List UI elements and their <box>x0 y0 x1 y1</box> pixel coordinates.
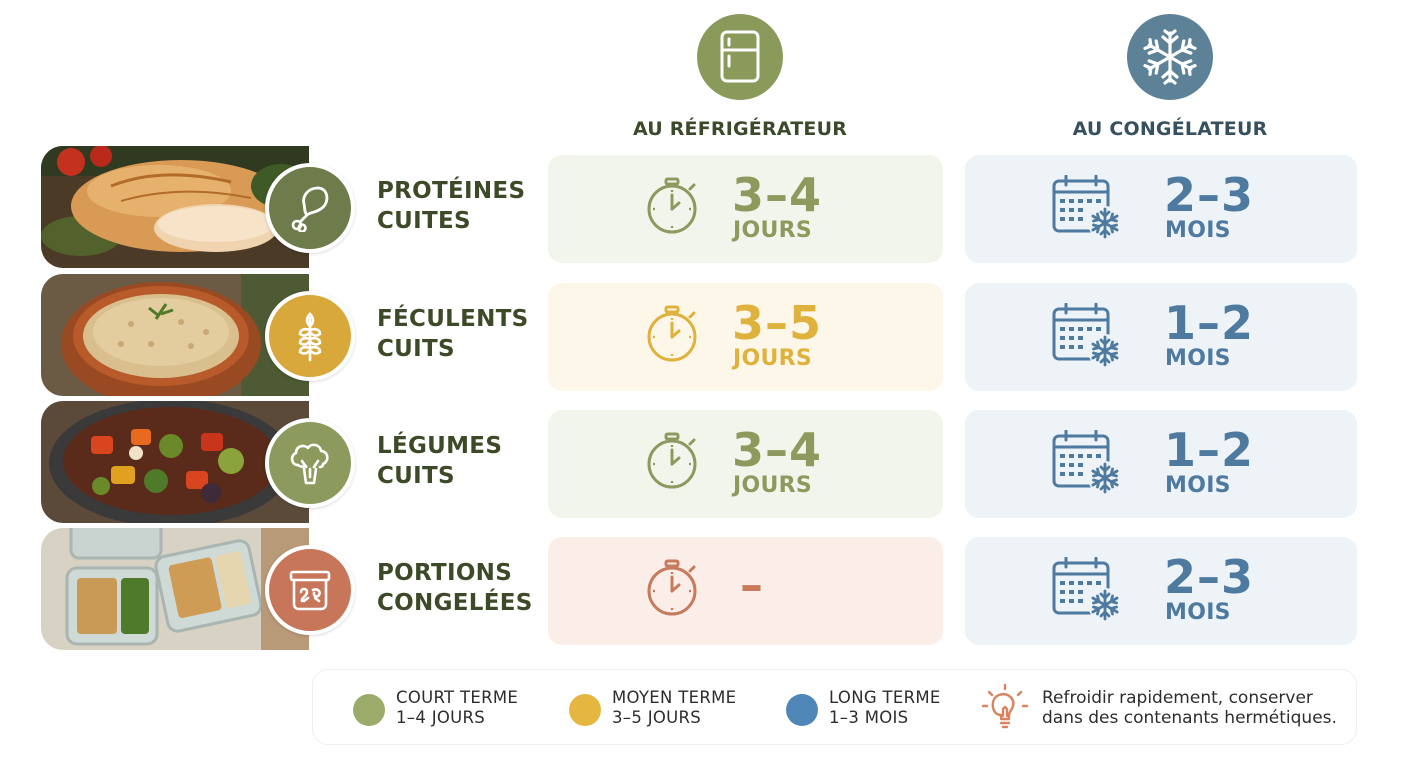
duration-value: 2–3 <box>1164 550 1255 604</box>
fridge-duration-cell: 3–5 JOURS <box>548 283 943 391</box>
duration-unit: JOURS <box>733 473 813 498</box>
stopwatch-icon <box>647 177 697 234</box>
broccoli-icon <box>265 418 355 508</box>
rice-photo <box>41 274 309 396</box>
fridge-column-header: AU RÉFRIGÉRATEUR <box>590 14 890 140</box>
duration-value: – <box>740 558 763 612</box>
duration-value: 1–2 <box>1164 296 1255 350</box>
legend-dot-yellow <box>569 694 601 726</box>
duration-unit: MOIS <box>1165 218 1231 243</box>
duration-unit: MOIS <box>1165 473 1231 498</box>
freezer-duration-cell: 2–3 MOIS <box>965 155 1357 263</box>
stopwatch-icon <box>647 432 697 489</box>
row-legumes: LÉGUMES CUITS 3–4 JOURS 1–2 MOIS <box>0 401 1408 523</box>
snowflake-icon <box>1127 14 1213 100</box>
duration-value: 1–2 <box>1164 423 1255 477</box>
meal-prep-photo <box>41 528 309 650</box>
wheat-icon <box>265 291 355 381</box>
row-feculents: FÉCULENTS CUITS 3–5 JOURS 1–2 MOIS <box>0 274 1408 396</box>
duration-unit: JOURS <box>733 218 813 243</box>
fridge-duration-cell: 3–4 JOURS <box>548 410 943 518</box>
duration-value: 2–3 <box>1164 168 1255 222</box>
legend: COURT TERME 1–4 JOURS MOYEN TERME 3–5 JO… <box>312 669 1357 745</box>
chicken-leg-icon <box>265 163 355 253</box>
freezer-duration-cell: 2–3 MOIS <box>965 537 1357 645</box>
row-proteines: PROTÉINES CUITES 3–4 JOURS 2–3 MOIS <box>0 146 1408 268</box>
row-portions: PORTIONS CONGELÉES – 2–3 MOIS <box>0 528 1408 650</box>
category-label: FÉCULENTS CUITS <box>377 306 529 362</box>
duration-value: 3–4 <box>732 423 823 477</box>
calendar-snowflake-icon <box>1052 175 1128 243</box>
lightbulb-icon <box>981 683 1029 729</box>
container-icon <box>265 545 355 635</box>
duration-unit: MOIS <box>1165 600 1231 625</box>
category-label: LÉGUMES CUITS <box>377 433 503 489</box>
freezer-column-header: AU CONGÉLATEUR <box>1020 14 1320 140</box>
category-label: PROTÉINES CUITES <box>377 178 526 234</box>
category-label: PORTIONS CONGELÉES <box>377 560 533 616</box>
legend-dot-green <box>353 694 385 726</box>
stopwatch-icon <box>647 559 697 616</box>
fridge-duration-cell: 3–4 JOURS <box>548 155 943 263</box>
duration-value: 3–4 <box>732 168 823 222</box>
freezer-duration-cell: 1–2 MOIS <box>965 410 1357 518</box>
duration-value: 3–5 <box>732 296 823 350</box>
calendar-snowflake-icon <box>1052 430 1128 498</box>
freezer-duration-cell: 1–2 MOIS <box>965 283 1357 391</box>
duration-unit: MOIS <box>1165 346 1231 371</box>
chicken-photo <box>41 146 309 268</box>
stopwatch-icon <box>647 305 697 362</box>
fridge-column-title: AU RÉFRIGÉRATEUR <box>632 118 848 140</box>
legend-tip: Refroidir rapidement, conserver dans des… <box>979 682 1337 738</box>
duration-unit: JOURS <box>733 346 813 371</box>
fridge-icon <box>697 14 783 100</box>
fridge-duration-cell: – <box>548 537 943 645</box>
calendar-snowflake-icon <box>1052 303 1128 371</box>
legend-dot-blue <box>786 694 818 726</box>
vegetables-photo <box>41 401 309 523</box>
freezer-column-title: AU CONGÉLATEUR <box>1072 118 1268 140</box>
calendar-snowflake-icon <box>1052 557 1128 625</box>
